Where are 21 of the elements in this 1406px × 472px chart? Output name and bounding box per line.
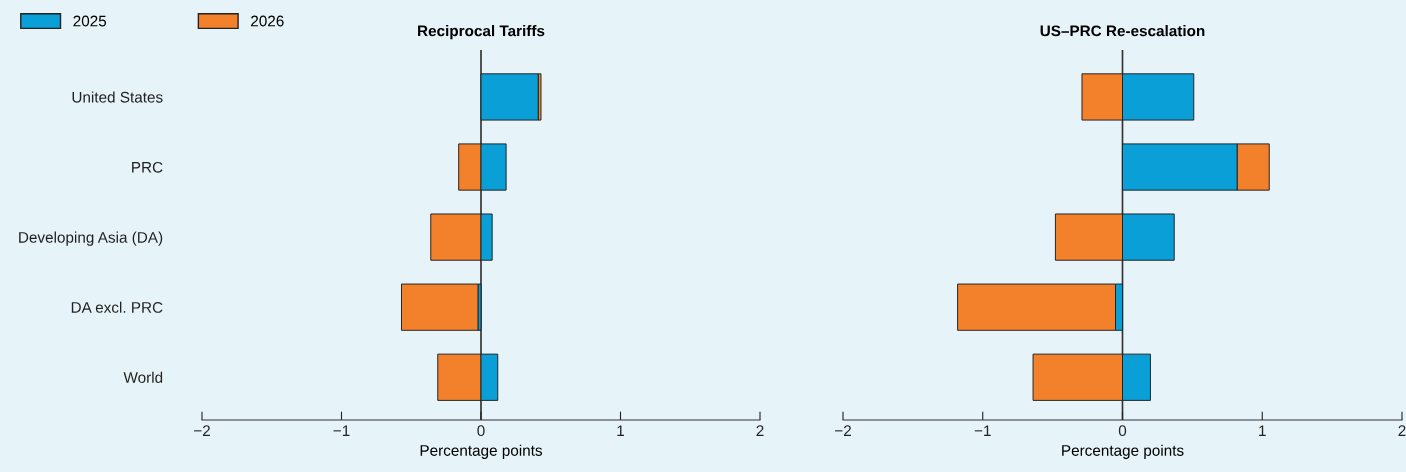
x-tick-label: 1: [1259, 425, 1266, 436]
x-tick-label: 2: [756, 425, 764, 436]
x-tick-label: −1: [333, 425, 350, 436]
y-tick-label: United States: [72, 91, 163, 103]
x-tick-label: 2: [1398, 425, 1406, 436]
x-axis-title: Percentage points: [1062, 444, 1184, 459]
x-tick-label: 1: [617, 425, 624, 436]
y-tick-label: Developing Asia (DA): [19, 231, 163, 246]
x-tick-label: −2: [194, 425, 210, 436]
chart-title: US–PRC Re-escalation: [1040, 25, 1205, 37]
x-tick-label: −2: [835, 425, 851, 436]
y-tick-label: World: [123, 371, 163, 383]
legend-label: 2026: [251, 15, 284, 27]
x-tick-label: −1: [974, 425, 991, 436]
chart-title: Reciprocal Tariffs: [418, 25, 545, 40]
legend-label: 2025: [73, 15, 107, 27]
x-tick-label: 0: [1118, 425, 1127, 437]
x-tick-label: 0: [477, 425, 485, 437]
y-tick-label: DA excl. PRC: [71, 301, 163, 313]
x-axis-title: Percentage points: [420, 444, 543, 459]
y-tick-label: PRC: [132, 161, 163, 173]
